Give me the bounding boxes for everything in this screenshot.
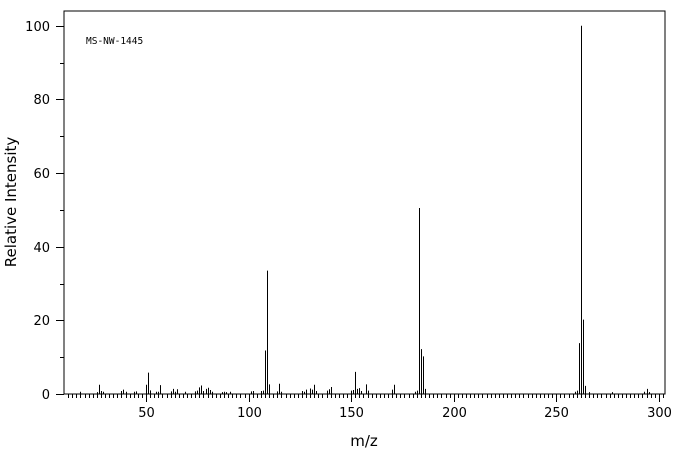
x-tick-label: 50 (138, 406, 155, 421)
spectrum-peaks (80, 25, 650, 394)
x-axis-label: m/z (350, 432, 378, 450)
x-tick-label: 300 (647, 406, 672, 421)
y-axis-ticks: 0 20 40 60 80 100 (25, 20, 64, 403)
x-tick-label: 100 (237, 406, 262, 421)
x-tick-label: 250 (544, 406, 569, 421)
y-axis-label: Relative Intensity (2, 137, 20, 268)
x-tick-label: 150 (339, 406, 364, 421)
x-axis-ticks: 50 100 150 200 250 300 (138, 394, 672, 421)
x-tick-label: 200 (442, 406, 467, 421)
y-tick-label: 60 (33, 167, 50, 182)
x-minor-ticks (68, 394, 664, 398)
y-tick-label: 20 (33, 314, 50, 329)
y-tick-label: 40 (33, 241, 50, 256)
plot-frame (63, 10, 666, 395)
y-tick-label: 100 (25, 20, 50, 35)
y-tick-label: 80 (33, 93, 50, 108)
y-tick-label: 0 (42, 388, 50, 403)
spectrum-code-label: MS-NW-1445 (86, 36, 143, 47)
